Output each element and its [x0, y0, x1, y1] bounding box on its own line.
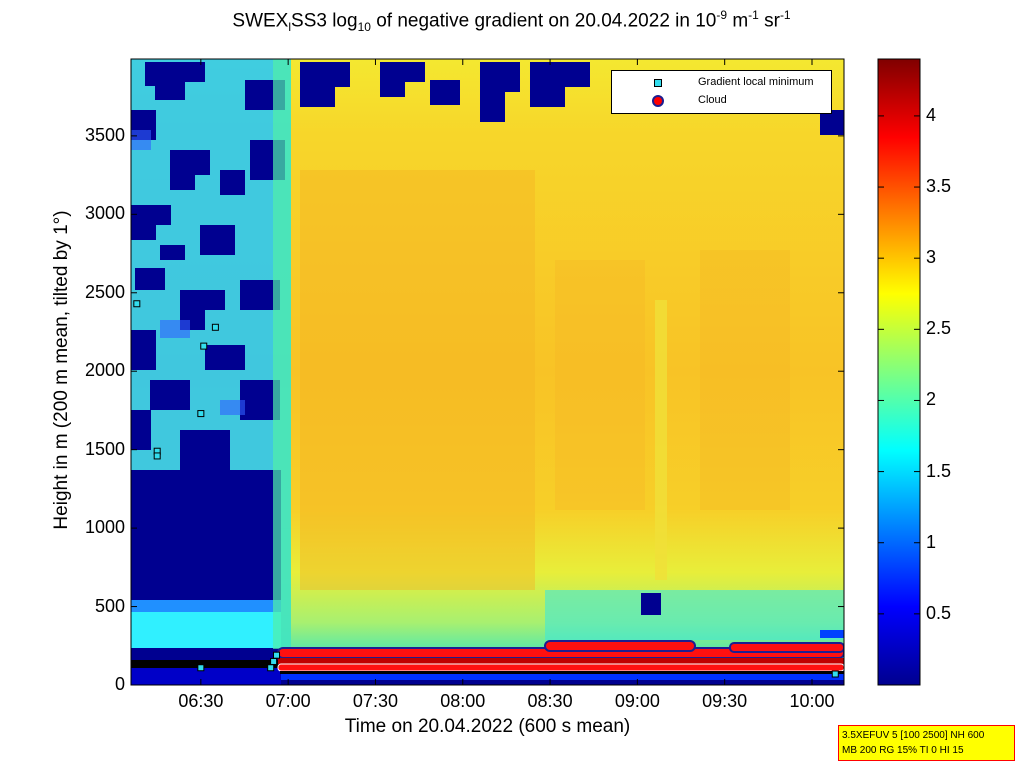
legend-entry-cloud: Cloud: [612, 93, 831, 109]
y-tick-label: 1000: [84, 517, 125, 538]
gradient-minimum-point: [200, 342, 208, 350]
x-tick-marks: [200, 59, 813, 685]
y-tick-marks: [131, 135, 844, 686]
cloud-marker-series: [277, 640, 844, 674]
gradient-minimum-point: [133, 300, 141, 308]
x-axis-label: Time on 20.04.2022 (600 s mean): [344, 716, 631, 737]
circle-marker-icon: [652, 95, 664, 107]
gradient-minimum-point: [211, 323, 219, 331]
colorbar-tick-label: 2.5: [926, 318, 952, 339]
colorbar-tick-label: 0.5: [926, 602, 952, 623]
info-line: MB 200 RG 15% TI 0 HI 15: [842, 745, 964, 756]
square-marker-icon: [654, 79, 662, 87]
x-tick-label: 07:00: [265, 691, 311, 711]
gradient-minimum-point: [197, 410, 205, 418]
gradient-local-minimum-series: [133, 300, 839, 678]
x-tick-label: 08:30: [527, 691, 573, 711]
y-tick-label: 2000: [84, 360, 125, 381]
gradient-minimum-point: [270, 657, 278, 665]
colorbar: [877, 58, 921, 686]
info-line: 3.5XEFUV 5 [100 2500] NH 600: [842, 730, 985, 741]
legend-label: Cloud: [698, 94, 727, 106]
plot-frame: [130, 58, 845, 686]
x-tick-label: 06:30: [178, 691, 224, 711]
gradient-minimum-point: [267, 664, 275, 672]
processing-info-box: 3.5XEFUV 5 [100 2500] NH 600 MB 200 RG 1…: [838, 725, 1015, 761]
y-tick-label: 3500: [84, 124, 125, 145]
colorbar-tick-label: 3.5: [926, 176, 952, 197]
y-tick-label: 500: [94, 595, 125, 616]
x-tick-label: 10:00: [789, 691, 835, 711]
gradient-minimum-point: [273, 651, 281, 659]
legend: Gradient local minimum Cloud: [611, 70, 832, 114]
x-tick-label: 09:00: [614, 691, 660, 711]
x-tick-label: 09:30: [702, 691, 748, 711]
x-tick-label: 08:00: [440, 691, 486, 711]
y-tick-label: 2500: [84, 281, 125, 302]
chart-title: SWEXlSS3 log10 of negative gradient on 2…: [232, 8, 791, 35]
legend-label: Gradient local minimum: [698, 76, 814, 88]
y-tick-label: 1500: [84, 438, 125, 459]
gradient-minimum-point: [831, 670, 839, 678]
x-tick-label: 07:30: [352, 691, 398, 711]
colorbar-tick-label: 2: [926, 389, 937, 410]
legend-entry-gradient-minimum: Gradient local minimum: [612, 75, 831, 91]
y-tick-label: 3000: [84, 203, 125, 224]
gradient-minimum-point: [153, 452, 161, 460]
gradient-minimum-point: [197, 664, 205, 672]
heatmap-field: [131, 59, 844, 685]
colorbar-tick-label: 1: [926, 531, 937, 552]
colorbar-tick-label: 4: [926, 104, 937, 125]
y-tick-label: 0: [114, 674, 125, 694]
colorbar-tick-label: 1.5: [926, 460, 952, 481]
colorbar-tick-label: 3: [926, 247, 937, 268]
colorbar-tick-marks: [878, 115, 920, 615]
